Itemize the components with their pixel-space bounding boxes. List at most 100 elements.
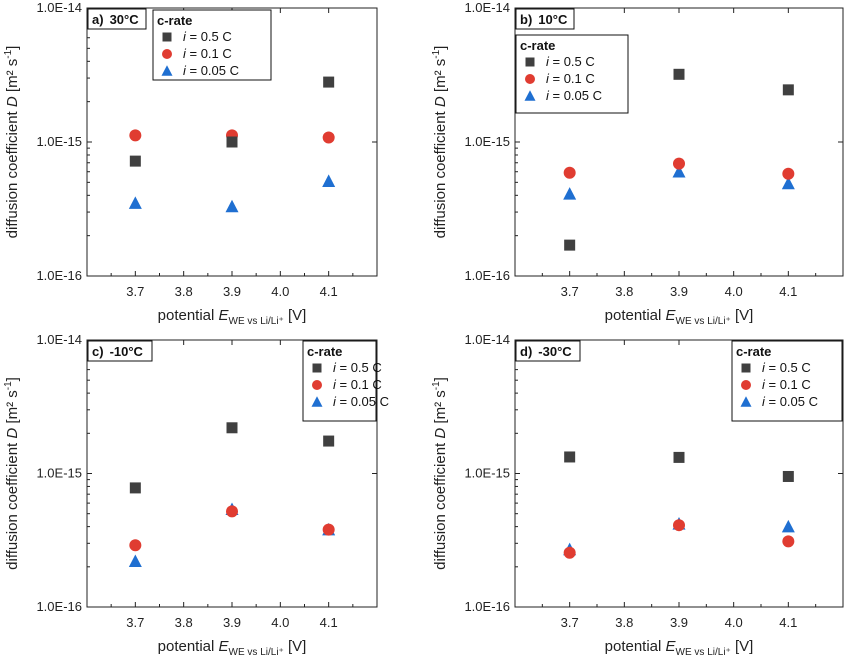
x-label-main: potential <box>605 307 666 324</box>
legend-entry: i = 0.05 C <box>183 63 239 78</box>
y-label-symbol: D <box>432 96 449 107</box>
legend-item: i = 0.1 C <box>162 46 232 61</box>
series-circle <box>129 505 335 552</box>
y-tick-label: 1.0E-14 <box>464 332 510 347</box>
panel-temperature: 30°C <box>110 12 140 27</box>
legend-item: i = 0.05 C <box>161 63 239 78</box>
legend-entry-text: = 0.1 C <box>186 46 232 61</box>
legend-entry-symbol: i <box>546 71 550 86</box>
y-tick-label: 1.0E-14 <box>36 0 82 15</box>
series-square <box>129 422 335 494</box>
y-tick-label: 1.0E-16 <box>464 268 510 283</box>
y-axis-label: diffusion coefficient D [m² s-1] <box>3 46 21 239</box>
legend-entry-symbol: i <box>183 46 187 61</box>
y-label-sup: -1 <box>3 49 14 58</box>
legend-entry-symbol: i <box>183 29 187 44</box>
series-square <box>564 451 794 482</box>
legend-frame <box>152 9 272 81</box>
y-label-end: ] <box>4 377 21 381</box>
legend-marker-triangle <box>740 396 752 407</box>
panel-title-frame <box>87 8 147 30</box>
panel-label: b) <box>520 12 532 27</box>
x-label-end: [V] <box>731 307 754 324</box>
series-circle <box>563 157 795 180</box>
y-label-symbol: D <box>4 428 21 439</box>
panel-title-frame <box>515 8 575 30</box>
y-label-main: diffusion coefficient <box>432 439 449 570</box>
x-tick-label: 3.7 <box>561 615 579 630</box>
legend-item: i = 0.05 C <box>311 394 389 409</box>
data-point-triangle <box>781 176 795 190</box>
data-point-circle <box>563 166 576 179</box>
legend-entry: i = 0.1 C <box>546 71 595 86</box>
panel-title: c) -10°C <box>92 344 144 359</box>
legend-entry: i = 0.5 C <box>183 29 232 44</box>
legend-entry-text: = 0.1 C <box>549 71 595 86</box>
x-tick-label: 3.8 <box>175 284 193 299</box>
legend-item: i = 0.5 C <box>162 29 232 44</box>
x-label-sub: WE vs Li/Li⁺ <box>229 647 284 658</box>
panel-title-box: c) -10°C <box>87 340 153 362</box>
panel-label: d) <box>520 344 532 359</box>
panel-title-frame <box>87 340 153 362</box>
data-point-circle <box>129 539 142 552</box>
panel-temperature: -30°C <box>538 344 572 359</box>
legend-item: i = 0.05 C <box>740 394 818 409</box>
legend-marker-circle <box>525 74 535 84</box>
panel-label: c) <box>92 344 104 359</box>
panel-title: b) 10°C <box>520 12 568 27</box>
data-point-triangle <box>128 554 142 568</box>
x-label-symbol: E <box>666 638 677 655</box>
x-tick-label: 4.1 <box>320 284 338 299</box>
y-tick-label: 1.0E-15 <box>464 466 510 481</box>
y-label-main: diffusion coefficient <box>432 107 449 238</box>
x-tick-label: 4.1 <box>779 284 797 299</box>
legend-entry-text: = 0.5 C <box>549 54 595 69</box>
legend-entry: i = 0.5 C <box>762 360 811 375</box>
legend-entry-symbol: i <box>546 88 550 103</box>
legend-entry-symbol: i <box>546 54 550 69</box>
panel-temperature: -10°C <box>110 344 144 359</box>
legend-entry: i = 0.5 C <box>333 360 382 375</box>
series-triangle <box>563 164 795 200</box>
panel-title-box: a) 30°C <box>87 8 147 30</box>
legend-title: c-rate <box>307 344 342 359</box>
series-triangle <box>128 174 336 213</box>
x-axis-label: potential EWE vs Li/Li⁺ [V] <box>158 638 307 658</box>
data-point-circle <box>129 129 142 142</box>
x-axis-label: potential EWE vs Li/Li⁺ [V] <box>605 307 754 327</box>
x-label-symbol: E <box>219 638 230 655</box>
y-label-sup: -1 <box>3 381 14 390</box>
legend-marker-triangle <box>311 396 323 407</box>
y-label-end: ] <box>432 46 449 50</box>
y-label-unit: [m² s <box>432 390 449 428</box>
legend-entry-symbol: i <box>183 63 187 78</box>
x-label-main: potential <box>158 307 219 324</box>
x-label-symbol: E <box>219 307 230 324</box>
panel-c: 3.7 3.8 3.9 4.0 4.1 1.0E-16 1.0E-15 1.0E-14 diff… <box>3 332 389 658</box>
data-point-triangle <box>563 187 577 200</box>
x-tick-label: 3.8 <box>615 615 633 630</box>
data-point-square <box>782 84 794 96</box>
panel-label: a) <box>92 12 104 27</box>
x-tick-label: 3.8 <box>175 615 193 630</box>
legend-item: i = 0.1 C <box>525 71 595 86</box>
y-tick-label: 1.0E-14 <box>464 0 510 15</box>
legend-entry: i = 0.5 C <box>546 54 595 69</box>
x-label-sub: WE vs Li/Li⁺ <box>676 316 731 327</box>
x-tick-label: 4.0 <box>271 284 289 299</box>
panel-title-box: d) -30°C <box>515 340 581 362</box>
x-label-sub: WE vs Li/Li⁺ <box>229 316 284 327</box>
y-tick-label: 1.0E-15 <box>36 466 82 481</box>
legend-item: i = 0.5 C <box>312 360 382 375</box>
legend-marker-circle <box>162 49 172 59</box>
x-label-end: [V] <box>284 307 307 324</box>
data-point-square <box>323 76 335 88</box>
legend-entry: i = 0.05 C <box>546 88 602 103</box>
data-point-square <box>323 435 335 447</box>
legend-entry-text: = 0.5 C <box>336 360 382 375</box>
